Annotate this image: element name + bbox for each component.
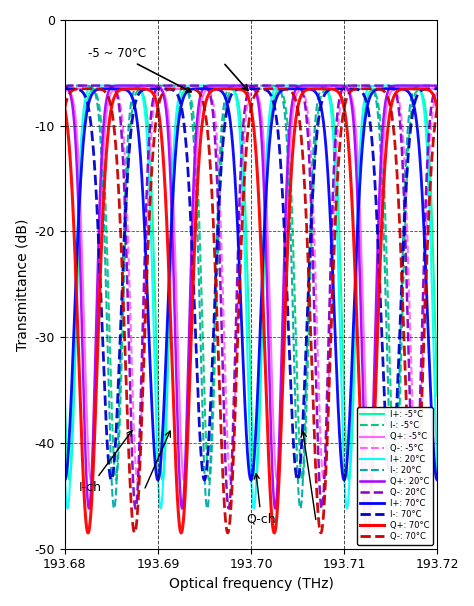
Text: I-ch: I-ch [79, 431, 132, 493]
Legend: I+: -5°C, I-: -5°C, Q+: -5°C, Q-: -5°C, I+: 20°C, I-: 20°C, Q+: 20°C, Q-: 20°C, : I+: -5°C, I-: -5°C, Q+: -5°C, Q-: -5°C, … [357, 407, 433, 545]
X-axis label: Optical frequency (THz): Optical frequency (THz) [169, 577, 333, 591]
Text: -5 ~ 70°C: -5 ~ 70°C [88, 47, 191, 92]
Y-axis label: Transmittance (dB): Transmittance (dB) [15, 218, 29, 350]
Text: Q-ch: Q-ch [246, 474, 276, 525]
